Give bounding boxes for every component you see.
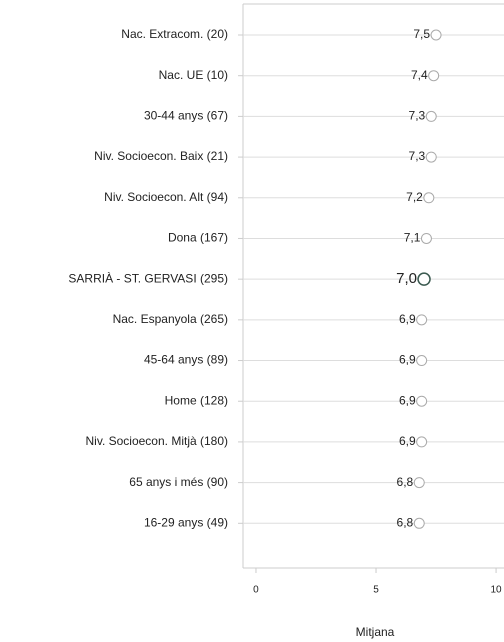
- dot: [420, 232, 432, 244]
- x-tick-label: 5: [373, 585, 379, 596]
- y-tick-label: 45-64 anys (89): [144, 353, 228, 367]
- y-tick-label: 65 anys i més (90): [129, 475, 228, 489]
- y-tick-label: Nac. UE (10): [159, 68, 228, 82]
- x-axis-label: Mitjana: [356, 625, 395, 639]
- value-label: 6,9: [399, 312, 416, 326]
- value-label: 7,2: [406, 190, 423, 204]
- dot: [413, 477, 425, 489]
- dot: [417, 272, 431, 286]
- value-label: 6,9: [399, 434, 416, 448]
- value-label: 7,3: [409, 149, 426, 163]
- y-tick-label: 16-29 anys (49): [144, 515, 228, 529]
- dot: [416, 355, 428, 367]
- value-label: 7,0: [396, 270, 417, 287]
- value-label: 7,4: [411, 68, 428, 82]
- value-label: 6,8: [397, 515, 414, 529]
- x-tick-label: 0: [253, 585, 259, 596]
- value-label: 6,9: [399, 353, 416, 367]
- value-label: 7,1: [404, 231, 421, 245]
- y-tick-label: Nac. Espanyola (265): [113, 312, 228, 326]
- y-tick-label: Home (128): [165, 393, 228, 407]
- x-tick-label: 10: [491, 585, 503, 596]
- dot: [413, 517, 425, 529]
- dot: [423, 192, 435, 204]
- dot: [416, 395, 428, 407]
- y-tick-label: Dona (167): [168, 231, 228, 245]
- dot: [425, 151, 437, 163]
- y-tick-label: Niv. Socioecon. Mitjà (180): [86, 434, 229, 448]
- value-label: 7,5: [413, 27, 430, 41]
- dot: [430, 29, 442, 41]
- value-label: 7,3: [409, 109, 426, 123]
- dot: [425, 110, 437, 122]
- y-tick-label: SARRIÀ - ST. GERVASI (295): [68, 270, 228, 285]
- value-label: 6,9: [399, 393, 416, 407]
- dot: [428, 70, 440, 82]
- value-label: 6,8: [397, 475, 414, 489]
- dot: [416, 436, 428, 448]
- y-tick-label: 30-44 anys (67): [144, 109, 228, 123]
- y-tick-label: Nac. Extracom. (20): [121, 27, 228, 41]
- y-tick-label: Niv. Socioecon. Baix (21): [94, 149, 228, 163]
- dot: [416, 314, 428, 326]
- y-tick-label: Niv. Socioecon. Alt (94): [104, 190, 228, 204]
